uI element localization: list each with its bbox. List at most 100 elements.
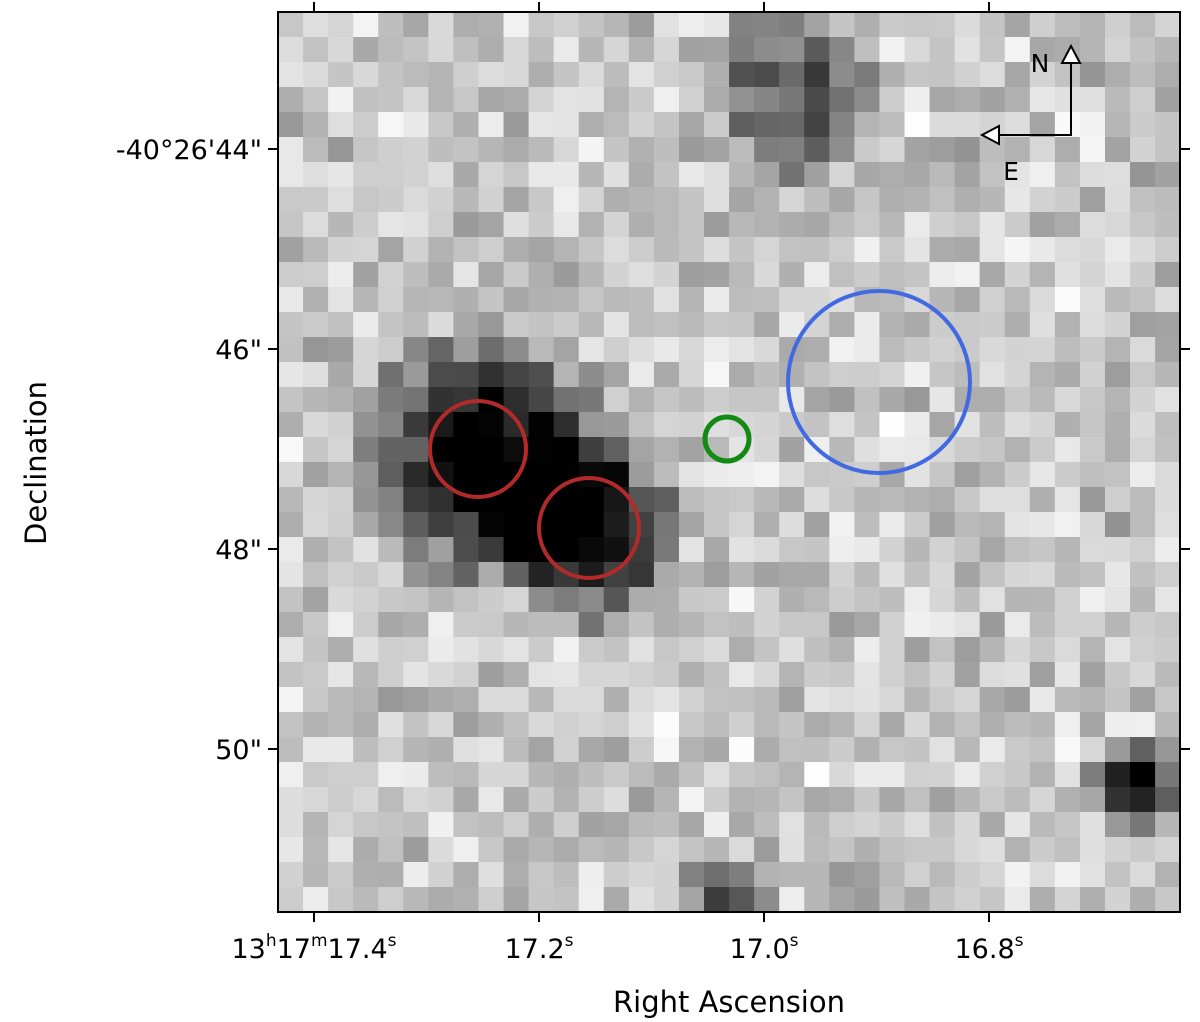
image-pixel — [278, 237, 304, 263]
image-pixel — [528, 437, 555, 463]
image-pixel — [804, 837, 830, 863]
image-pixel — [754, 262, 780, 288]
image-pixel — [829, 112, 855, 138]
image-pixel — [303, 587, 329, 613]
image-pixel — [403, 837, 429, 863]
image-pixel — [478, 637, 505, 663]
image-pixel — [729, 587, 755, 613]
image-pixel — [729, 812, 755, 838]
image-pixel — [979, 762, 1006, 788]
image-pixel — [603, 262, 630, 288]
image-pixel — [478, 462, 505, 488]
image-pixel — [1079, 12, 1106, 38]
image-pixel — [1029, 562, 1056, 588]
image-pixel — [1004, 712, 1031, 738]
image-pixel — [303, 687, 329, 713]
image-pixel — [453, 262, 480, 288]
image-pixel — [829, 487, 855, 513]
image-pixel — [779, 562, 805, 588]
image-pixel — [754, 212, 780, 238]
image-pixel — [804, 637, 830, 663]
image-pixel — [528, 562, 555, 588]
image-pixel — [1104, 712, 1131, 738]
image-pixel — [1155, 237, 1180, 263]
image-pixel — [653, 587, 680, 613]
image-pixel — [1155, 87, 1180, 113]
image-pixel — [478, 37, 505, 63]
image-pixel — [653, 737, 680, 763]
image-pixel — [353, 37, 379, 63]
image-pixel — [678, 787, 705, 813]
image-pixel — [628, 737, 655, 763]
image-pixel — [804, 162, 830, 188]
image-pixel — [779, 787, 805, 813]
image-pixel — [303, 837, 329, 863]
image-pixel — [378, 62, 404, 88]
image-pixel — [879, 162, 906, 188]
image-pixel — [829, 237, 855, 263]
image-pixel — [628, 162, 655, 188]
image-pixel — [478, 362, 505, 388]
image-pixel — [1029, 12, 1056, 38]
image-pixel — [1004, 612, 1031, 638]
image-pixel — [1079, 137, 1106, 163]
image-pixel — [603, 362, 630, 388]
image-pixel — [578, 887, 605, 912]
image-pixel — [353, 112, 379, 138]
image-pixel — [428, 512, 455, 538]
image-pixel — [478, 662, 505, 688]
image-pixel — [553, 162, 580, 188]
image-pixel — [929, 587, 956, 613]
image-pixel — [678, 687, 705, 713]
image-pixel — [453, 787, 480, 813]
image-pixel — [1004, 412, 1031, 438]
image-pixel — [829, 687, 855, 713]
image-pixel — [278, 187, 304, 213]
image-pixel — [528, 612, 555, 638]
image-pixel — [578, 237, 605, 263]
image-pixel — [478, 537, 505, 563]
image-pixel — [779, 537, 805, 563]
blue-circle — [786, 289, 972, 475]
image-pixel — [1029, 612, 1056, 638]
image-pixel — [428, 812, 455, 838]
image-pixel — [1029, 812, 1056, 838]
image-pixel — [353, 487, 379, 513]
image-pixel — [528, 462, 555, 488]
image-pixel — [628, 237, 655, 263]
image-pixel — [678, 762, 705, 788]
image-pixel — [1079, 212, 1106, 238]
image-pixel — [653, 862, 680, 888]
image-pixel — [403, 537, 429, 563]
image-pixel — [879, 537, 906, 563]
image-pixel — [929, 787, 956, 813]
image-pixel — [1004, 537, 1031, 563]
image-pixel — [1029, 187, 1056, 213]
image-pixel — [328, 787, 354, 813]
image-pixel — [478, 612, 505, 638]
image-pixel — [1054, 637, 1081, 663]
image-pixel — [1130, 612, 1156, 638]
image-pixel — [879, 312, 906, 338]
image-pixel — [804, 587, 830, 613]
image-pixel — [653, 512, 680, 538]
image-pixel — [804, 462, 830, 488]
image-pixel — [528, 737, 555, 763]
image-pixel — [779, 462, 805, 488]
image-pixel — [528, 87, 555, 113]
image-pixel — [729, 637, 755, 663]
image-pixel — [653, 12, 680, 38]
image-pixel — [1104, 112, 1131, 138]
image-pixel — [403, 687, 429, 713]
image-pixel — [779, 287, 805, 313]
image-pixel — [653, 887, 680, 912]
image-pixel — [1079, 662, 1106, 688]
image-pixel — [353, 337, 379, 363]
image-pixel — [879, 12, 906, 38]
image-pixel — [879, 687, 906, 713]
image-pixel — [353, 187, 379, 213]
image-pixel — [1130, 887, 1156, 912]
image-pixel — [528, 262, 555, 288]
image-pixel — [779, 212, 805, 238]
image-pixel — [704, 87, 730, 113]
